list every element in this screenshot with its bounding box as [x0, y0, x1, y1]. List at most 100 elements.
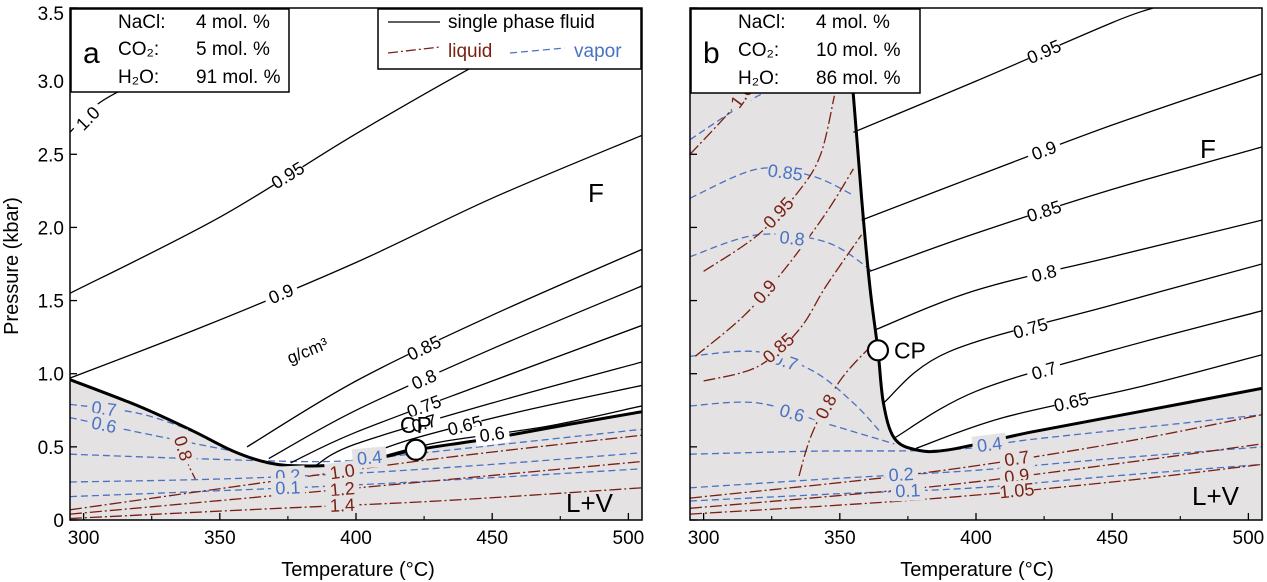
vapor-isochore-b-4	[690, 350, 882, 433]
x-axis-label-a: Temperature (°C)	[281, 559, 435, 581]
panel-letter-a: a	[83, 37, 100, 70]
composition-amount-b-2: 86 mol. %	[816, 68, 901, 89]
x-tick-label-a-4: 500	[613, 528, 645, 549]
x-tick-label-a-2: 400	[340, 528, 372, 549]
liquid-isochore-label-bg-a-3	[324, 494, 360, 517]
vapor-isochore-label-bg-a-1	[85, 411, 123, 439]
liquid-isochore-label-a-3: 1.4	[329, 495, 355, 516]
x-tick-label-b-1: 350	[824, 528, 856, 549]
fluid-isochore-label-bg-a-7	[446, 411, 484, 440]
field-label-lv-b: L+V	[1192, 481, 1240, 511]
vapor-isochore-label-bg-a-2	[351, 446, 388, 470]
liquid-isochore-label-a-1: 1.0	[329, 460, 357, 483]
composition-amount-a-0: 4 mol. %	[196, 12, 270, 33]
composition-amount-a-2: 91 mol. %	[196, 67, 281, 88]
composition-species-b-0: NaCl:	[738, 12, 786, 33]
fluid-isochore-label-bg-b-4	[1011, 314, 1050, 343]
composition-species-a-2: H₂O:	[118, 67, 159, 88]
x-tick-label-b-4: 500	[1233, 528, 1265, 549]
fluid-isochore-label-bg-a-3	[404, 331, 444, 365]
composition-species-b-1: CO₂:	[738, 40, 779, 61]
y-tick-label-a-2: 1.0	[38, 365, 64, 386]
liquid-isochore-a-3	[70, 487, 642, 520]
fluid-isochore-label-bg-a-0	[68, 99, 108, 138]
liquid-isochore-label-bg-b-3	[759, 329, 798, 367]
vapor-isochore-label-bg-b-5	[772, 398, 812, 428]
x-tick-label-b-2: 400	[960, 528, 992, 549]
fluid-isochore-label-bg-b-5	[1024, 356, 1064, 386]
legend-vapor-swatch	[509, 47, 566, 54]
critical-point-label-a: CP	[400, 412, 432, 438]
vapor-isochore-label-a-2: 0.4	[356, 447, 383, 469]
fluid-isochore-a-6	[314, 361, 642, 467]
field-label-lv-a: L+V	[566, 488, 614, 518]
y-tick-label-a-3: 1.5	[38, 292, 64, 313]
field-label-f-a: F	[588, 178, 604, 208]
critical-point-marker-b	[866, 339, 890, 362]
fluid-isochore-label-bg-a-1	[268, 158, 308, 193]
y-tick-label-a-7: 3.5	[38, 4, 64, 25]
x-axis-label-b: Temperature (°C)	[900, 559, 1054, 581]
liquid-isochore-label-bg-b-7	[999, 479, 1035, 503]
fluid-isochore-label-bg-a-4	[404, 363, 444, 396]
vapor-isochore-label-b-6: 0.4	[976, 433, 1003, 456]
liquid-isochore-b-6	[690, 443, 1262, 509]
vapor-isochore-label-bg-b-3	[774, 226, 811, 251]
vapor-isochore-label-bg-b-2	[767, 160, 804, 185]
field-label-f-b: F	[1200, 134, 1216, 164]
composition-amount-b-1: 10 mol. %	[816, 40, 901, 61]
liquid-isochore-b-5	[690, 414, 1262, 499]
fluid-isochore-label-a-8: 0.6	[478, 423, 506, 446]
vapor-isochore-label-b-3: 0.8	[779, 227, 806, 250]
liquid-isochore-label-bg-a-0	[168, 429, 198, 468]
y-tick-label-a-5: 2.5	[38, 145, 64, 166]
vapor-isochore-label-a-4: 0.1	[275, 477, 301, 498]
critical-point-marker-a	[404, 438, 428, 461]
liquid-isochore-label-b-5: 0.7	[1003, 447, 1031, 471]
composition-box-a	[70, 8, 290, 93]
fluid-isochore-label-bg-b-3	[1025, 259, 1064, 288]
liquid-isochore-b-2	[694, 168, 854, 357]
x-tick-label-a-3: 450	[476, 528, 508, 549]
fluid-isochore-label-bg-b-2	[1024, 196, 1064, 227]
vapor-isochore-b-7	[690, 446, 1262, 489]
x-tick-label-a-1: 350	[204, 528, 236, 549]
vapor-isochore-label-bg-b-7	[883, 463, 919, 486]
vapor-isochore-label-b-7: 0.2	[888, 464, 914, 485]
composition-amount-b-0: 4 mol. %	[816, 12, 890, 33]
legend-liquid-label: liquid	[448, 41, 492, 62]
y-tick-label-a-4: 2.0	[38, 218, 64, 239]
legend-liquid-swatch	[387, 46, 441, 54]
x-tick-label-a-0: 300	[68, 528, 100, 549]
fluid-isochore-label-bg-a-6	[404, 408, 444, 438]
fluid-isochore-a-2	[70, 134, 642, 379]
fluid-isochore-label-bg-b-0	[1024, 35, 1064, 68]
fluid-isochore-label-bg-a-5	[404, 391, 444, 422]
composition-species-a-0: NaCl:	[118, 12, 166, 33]
legend-single-label: single phase fluid	[448, 12, 595, 33]
liquid-isochore-label-bg-b-2	[746, 272, 784, 312]
panel-b-chart: 0.950.90.850.80.70.60.40.20.11.00.950.90…	[688, 7, 1265, 549]
fluid-isochore-label-bg-a-2	[261, 278, 301, 310]
y-tick-label-a-0: 0	[53, 511, 64, 532]
vapor-isochore-label-bg-b-6	[971, 432, 1008, 457]
liquid-isochore-a-2	[70, 460, 642, 515]
liquid-isochore-label-bg-a-1	[324, 459, 361, 484]
composition-species-b-2: H₂O:	[738, 68, 779, 89]
vapor-isochore-label-b-2: 0.85	[767, 160, 804, 184]
composition-box-b	[690, 8, 921, 94]
vapor-isochore-label-bg-b-8	[890, 480, 926, 502]
vapor-isochore-label-b-8: 0.1	[895, 480, 921, 501]
x-tick-label-b-3: 450	[1096, 528, 1128, 549]
fluid-isochore-label-bg-b-1	[1024, 135, 1064, 166]
liquid-isochore-label-bg-b-1	[759, 193, 798, 233]
liquid-isochore-label-a-2: 1.2	[329, 478, 356, 500]
y-tick-label-a-1: 0.5	[38, 438, 64, 459]
fluid-isochore-label-bg-a-8	[473, 422, 511, 447]
two-phase-region-a	[70, 379, 642, 520]
liquid-isochore-label-bg-b-4	[809, 386, 844, 427]
liquid-isochore-b-3	[703, 234, 863, 382]
composition-species-a-1: CO₂:	[118, 39, 159, 60]
vapor-isochore-a-1	[70, 416, 234, 452]
